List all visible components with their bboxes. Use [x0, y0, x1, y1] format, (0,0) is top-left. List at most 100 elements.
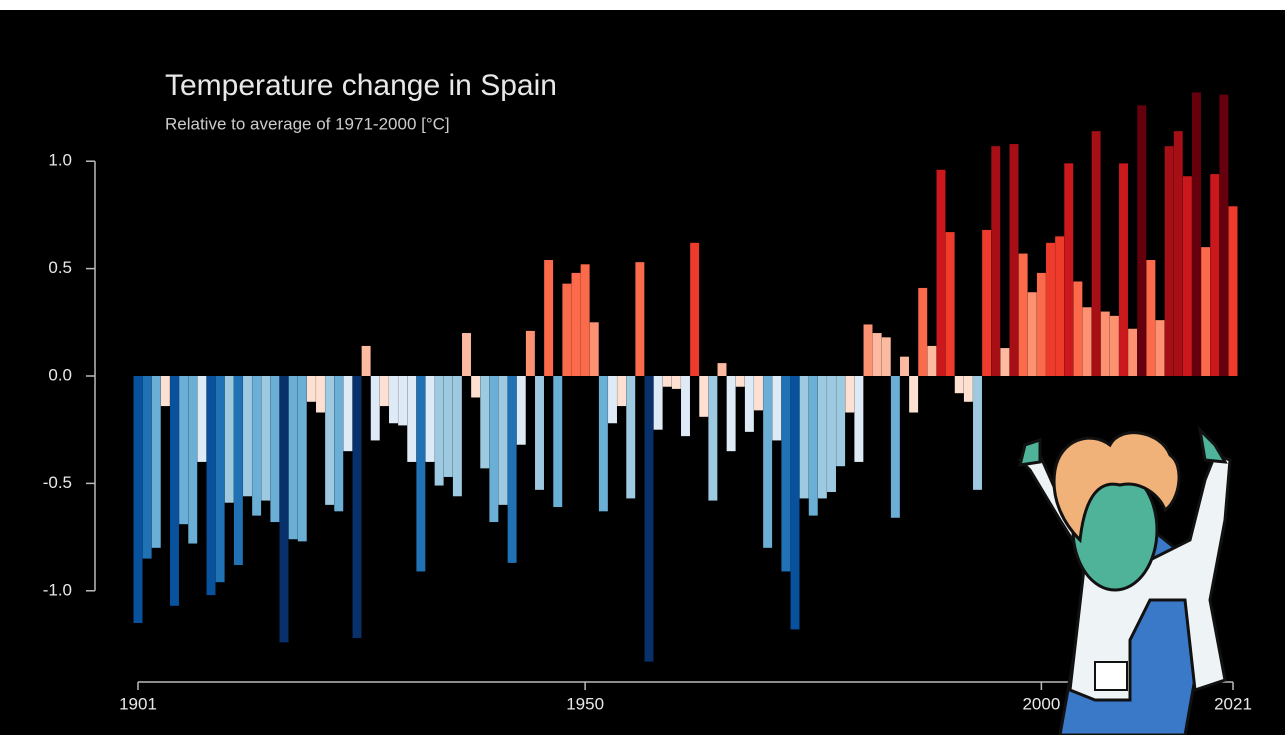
bar [197, 376, 206, 462]
y-tick-label: 0.5 [48, 258, 72, 277]
bar [681, 376, 690, 436]
bar [1128, 329, 1137, 376]
bar [480, 376, 489, 468]
bar [1000, 348, 1009, 376]
bar [1073, 281, 1082, 376]
x-tick-label: 2000 [1022, 694, 1060, 713]
bar [909, 376, 918, 413]
bar [745, 376, 754, 432]
bar [1046, 243, 1055, 376]
bar [1229, 206, 1238, 376]
bar [1165, 146, 1174, 376]
bar [708, 376, 717, 501]
bar [280, 376, 289, 642]
bar [298, 376, 307, 541]
bar [900, 357, 909, 376]
bar [937, 170, 946, 376]
bar [234, 376, 243, 565]
bar [289, 376, 298, 539]
bar [1037, 273, 1046, 376]
bar [1210, 174, 1219, 376]
bar [316, 376, 325, 413]
bar [635, 262, 644, 376]
bar [1192, 92, 1201, 376]
bar [1119, 163, 1128, 376]
bar [690, 243, 699, 376]
bar [1110, 316, 1119, 376]
page: Temperature change in Spain Relative to … [0, 0, 1285, 735]
bar [727, 376, 736, 451]
bar [526, 331, 535, 376]
bar [791, 376, 800, 629]
chart: Temperature change in Spain Relative to … [0, 0, 1285, 735]
x-tick-label: 2021 [1214, 694, 1252, 713]
bar [1201, 247, 1210, 376]
bar [590, 322, 599, 376]
bar [1101, 312, 1110, 376]
bar [1092, 131, 1101, 376]
bar [152, 376, 161, 548]
bar [435, 376, 444, 486]
bar [307, 376, 316, 402]
bar [134, 376, 143, 623]
bar [608, 376, 617, 423]
bar [544, 260, 553, 376]
bar [389, 376, 398, 423]
chart-subtitle: Relative to average of 1971-2000 [°C] [165, 114, 450, 133]
bar [252, 376, 261, 516]
bar [781, 376, 790, 571]
bar [270, 376, 279, 522]
bar [581, 264, 590, 376]
bar [882, 337, 891, 376]
bar [1055, 236, 1064, 376]
bar [891, 376, 900, 518]
bar [489, 376, 498, 522]
bar [462, 333, 471, 376]
bar [1028, 292, 1037, 376]
bar [800, 376, 809, 498]
bar [973, 376, 982, 490]
bar [873, 333, 882, 376]
bar [362, 346, 371, 376]
top-margin [0, 0, 1285, 10]
bar [818, 376, 827, 498]
bar [243, 376, 252, 496]
bar [617, 376, 626, 406]
bar [991, 146, 1000, 376]
bar [736, 376, 745, 387]
bar [827, 376, 836, 492]
bar [398, 376, 407, 425]
bar [325, 376, 334, 505]
bar [672, 376, 681, 389]
bar [499, 376, 508, 505]
bar [572, 273, 581, 376]
chart-title: Temperature change in Spain [165, 69, 557, 102]
bar [927, 346, 936, 376]
bar [599, 376, 608, 511]
bar [334, 376, 343, 511]
x-tick-label: 1901 [119, 694, 157, 713]
bar [517, 376, 526, 445]
bar [964, 376, 973, 402]
bar [854, 376, 863, 462]
bar [143, 376, 152, 559]
bar [170, 376, 179, 606]
bar [809, 376, 818, 516]
bar [535, 376, 544, 490]
bar [188, 376, 197, 544]
bar [1156, 320, 1165, 376]
bar [836, 376, 845, 466]
bar [1083, 307, 1092, 376]
bar [663, 376, 672, 387]
bar [772, 376, 781, 440]
y-tick-label: -1.0 [43, 580, 72, 599]
bar [1219, 95, 1228, 376]
bar [426, 376, 435, 462]
bar [261, 376, 270, 501]
bar [1137, 105, 1146, 376]
bar [444, 376, 453, 477]
bar [508, 376, 517, 563]
bar [864, 324, 873, 376]
bar [654, 376, 663, 430]
bar [343, 376, 352, 451]
